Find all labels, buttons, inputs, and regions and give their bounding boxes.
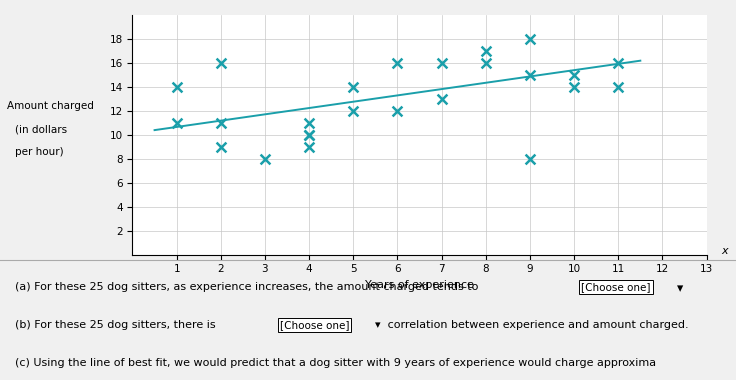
Point [480,48,492,54]
Point [524,72,536,78]
Text: (a) For these 25 dog sitters, as experience increases, the amount charged tends : (a) For these 25 dog sitters, as experie… [15,282,478,292]
X-axis label: Years of experience: Years of experience [365,280,474,290]
Point [303,132,315,138]
Point [303,132,315,138]
Point [568,72,580,78]
Point [436,96,447,102]
Point [524,36,536,42]
Point [612,60,624,66]
Point [347,84,359,90]
Text: ▾  correlation between experience and amount charged.: ▾ correlation between experience and amo… [375,320,689,330]
Point [215,144,227,150]
Point [215,120,227,126]
Point [347,108,359,114]
Text: Amount charged: Amount charged [7,101,94,111]
Point [215,60,227,66]
Text: (in dollars: (in dollars [15,124,67,134]
Point [392,60,403,66]
Point [436,60,447,66]
Text: x: x [721,246,728,256]
Point [568,84,580,90]
Point [303,144,315,150]
Point [524,156,536,162]
Text: (c) Using the line of best fit, we would predict that a dog sitter with 9 years : (c) Using the line of best fit, we would… [15,358,656,369]
Point [171,120,183,126]
Point [392,108,403,114]
Point [303,120,315,126]
Text: (b) For these 25 dog sitters, there is: (b) For these 25 dog sitters, there is [15,320,216,330]
Point [259,156,271,162]
Text: [Choose one]: [Choose one] [581,282,651,292]
Point [171,84,183,90]
Text: ▾: ▾ [677,282,683,295]
Point [612,84,624,90]
Text: per hour): per hour) [15,147,63,157]
Text: [Choose one]: [Choose one] [280,320,349,330]
Point [480,60,492,66]
